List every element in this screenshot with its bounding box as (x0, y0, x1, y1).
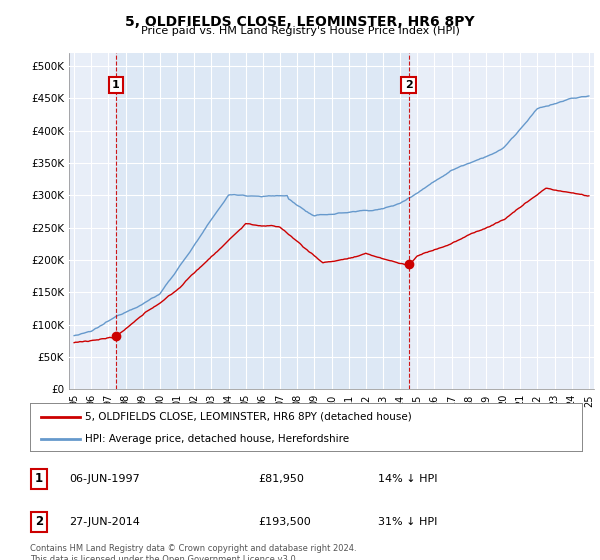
Text: Price paid vs. HM Land Registry's House Price Index (HPI): Price paid vs. HM Land Registry's House … (140, 26, 460, 36)
Text: HPI: Average price, detached house, Herefordshire: HPI: Average price, detached house, Here… (85, 434, 349, 444)
Text: £81,950: £81,950 (258, 474, 304, 484)
Text: 31% ↓ HPI: 31% ↓ HPI (378, 517, 437, 527)
Text: 2: 2 (35, 515, 43, 529)
Text: 27-JUN-2014: 27-JUN-2014 (69, 517, 140, 527)
Text: 06-JUN-1997: 06-JUN-1997 (69, 474, 140, 484)
Bar (116, 53, 409, 389)
Text: 1: 1 (35, 472, 43, 486)
Text: Contains HM Land Registry data © Crown copyright and database right 2024.
This d: Contains HM Land Registry data © Crown c… (30, 544, 356, 560)
Text: 5, OLDFIELDS CLOSE, LEOMINSTER, HR6 8PY: 5, OLDFIELDS CLOSE, LEOMINSTER, HR6 8PY (125, 15, 475, 29)
Text: 2: 2 (404, 80, 412, 90)
Text: 5, OLDFIELDS CLOSE, LEOMINSTER, HR6 8PY (detached house): 5, OLDFIELDS CLOSE, LEOMINSTER, HR6 8PY … (85, 412, 412, 422)
Text: 1: 1 (112, 80, 120, 90)
Text: 14% ↓ HPI: 14% ↓ HPI (378, 474, 437, 484)
Text: £193,500: £193,500 (258, 517, 311, 527)
